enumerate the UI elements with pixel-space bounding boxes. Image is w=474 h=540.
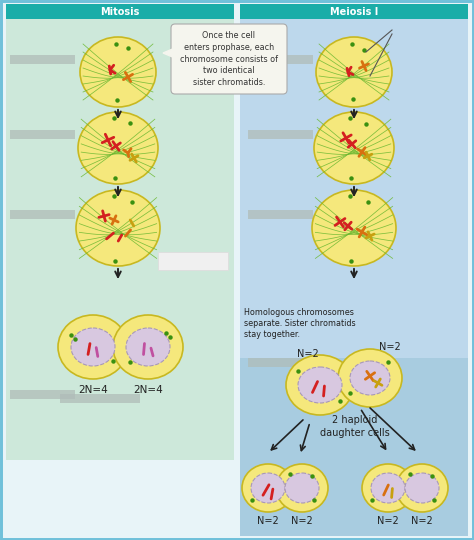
Ellipse shape	[242, 464, 294, 512]
Bar	[240, 4, 468, 19]
Bar	[248, 210, 313, 219]
Ellipse shape	[251, 473, 285, 503]
Bar	[240, 358, 468, 536]
Ellipse shape	[298, 367, 342, 403]
Ellipse shape	[362, 464, 414, 512]
Ellipse shape	[405, 473, 439, 503]
Ellipse shape	[276, 464, 328, 512]
Bar	[10, 210, 75, 219]
Ellipse shape	[338, 349, 402, 407]
Ellipse shape	[113, 315, 183, 379]
Text: Once the cell
enters prophase, each
chromosome consists of
two identical
sister : Once the cell enters prophase, each chro…	[180, 31, 278, 87]
Bar	[60, 394, 140, 403]
Text: Homologous chromosomes
separate. Sister chromatids
stay together.: Homologous chromosomes separate. Sister …	[244, 308, 356, 339]
Text: 2N=4: 2N=4	[78, 385, 108, 395]
Ellipse shape	[350, 361, 390, 395]
Ellipse shape	[71, 328, 115, 366]
Bar	[10, 390, 75, 399]
Ellipse shape	[396, 464, 448, 512]
Ellipse shape	[126, 328, 170, 366]
Bar	[10, 55, 75, 64]
Ellipse shape	[312, 190, 396, 266]
Text: Mitosis: Mitosis	[100, 7, 140, 17]
Bar	[158, 252, 228, 270]
Bar	[10, 130, 75, 139]
Ellipse shape	[58, 315, 128, 379]
Ellipse shape	[371, 473, 405, 503]
Ellipse shape	[286, 355, 354, 415]
Text: 2 haploid
daughter cells: 2 haploid daughter cells	[320, 415, 390, 438]
Text: Meiosis I: Meiosis I	[330, 7, 378, 17]
FancyBboxPatch shape	[171, 24, 287, 94]
Polygon shape	[163, 48, 175, 58]
Text: N=2: N=2	[291, 516, 313, 526]
Text: N=2: N=2	[411, 516, 433, 526]
Ellipse shape	[285, 473, 319, 503]
Ellipse shape	[80, 37, 156, 107]
Text: N=2: N=2	[379, 342, 401, 352]
Bar	[240, 18, 468, 358]
Bar	[6, 18, 234, 460]
Ellipse shape	[316, 37, 392, 107]
Bar	[6, 4, 234, 19]
Text: N=2: N=2	[257, 516, 279, 526]
Ellipse shape	[314, 112, 394, 184]
Ellipse shape	[76, 190, 160, 266]
Text: 2N=4: 2N=4	[133, 385, 163, 395]
Text: N=2: N=2	[297, 349, 319, 359]
Bar	[248, 55, 313, 64]
Text: N=2: N=2	[377, 516, 399, 526]
Bar	[248, 130, 313, 139]
Bar	[248, 358, 313, 367]
Ellipse shape	[78, 112, 158, 184]
